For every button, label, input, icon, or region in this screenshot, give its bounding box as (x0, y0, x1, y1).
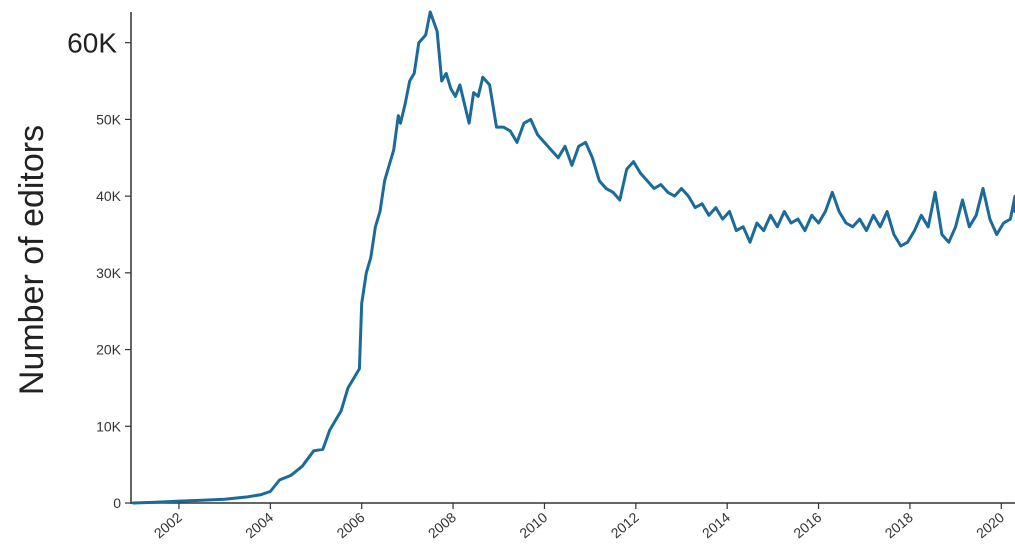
y-tick-label: 10K (96, 418, 122, 434)
y-tick-label: 50K (96, 111, 122, 127)
axes (130, 12, 1015, 504)
x-tick-label: 2018 (882, 509, 916, 541)
series-group (131, 10, 1015, 505)
x-tick-label: 2006 (333, 509, 367, 541)
y-tick-label: 0 (113, 495, 121, 511)
x-tick-label: 2004 (242, 509, 276, 541)
x-tick-label: 2008 (425, 509, 459, 541)
y-axis-label-group: Number of editors (13, 125, 51, 395)
x-tick-label: 2002 (151, 509, 185, 541)
series-line (131, 10, 1015, 505)
y-axis-label: Number of editors (13, 125, 51, 395)
x-tick-label: 2014 (699, 509, 733, 541)
y-tick-label: 60K (67, 28, 117, 59)
x-tick-label: 2012 (608, 509, 642, 541)
x-tick-label: 2020 (973, 509, 1007, 541)
x-tick-label: 2016 (790, 509, 824, 541)
x-tick-label: 2010 (516, 509, 550, 541)
y-tick-label: 30K (96, 265, 122, 281)
y-tick-label: 40K (96, 188, 122, 204)
ticks: 0 10K 20K 30K 40K 50K 60K 2002 2004 2006 2008 2010 2… (67, 28, 1007, 542)
y-tick-label: 20K (96, 342, 122, 358)
